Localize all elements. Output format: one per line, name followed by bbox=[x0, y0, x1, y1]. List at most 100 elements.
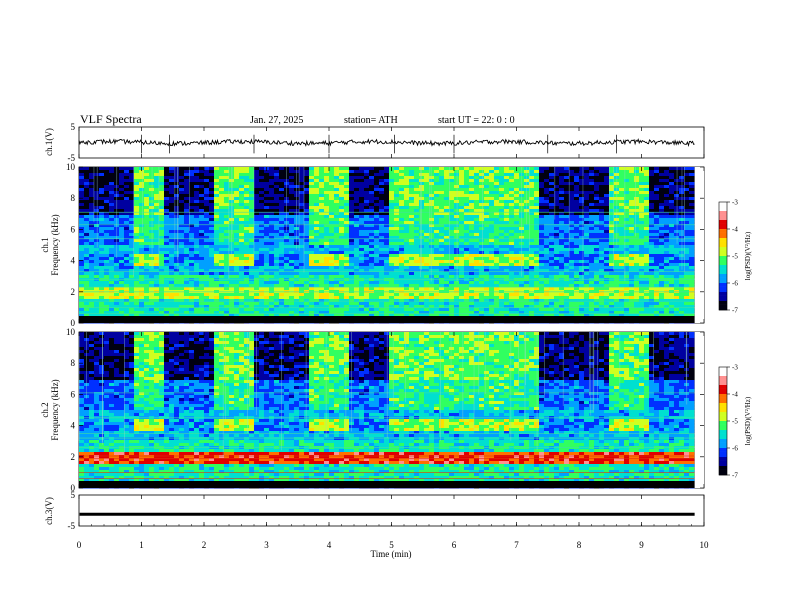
spec-cell bbox=[369, 185, 375, 189]
ch3-wave-frame bbox=[78, 494, 705, 527]
spec-cell bbox=[409, 284, 415, 288]
spec-cell bbox=[354, 266, 360, 270]
spec-cell bbox=[194, 224, 200, 228]
spec-cell bbox=[554, 260, 560, 264]
spec-cell bbox=[294, 257, 300, 261]
spec-cell bbox=[544, 263, 550, 267]
spec-cell bbox=[159, 281, 165, 285]
spec-cell bbox=[434, 302, 440, 306]
spec-cell bbox=[159, 179, 165, 183]
spec-cell bbox=[309, 296, 315, 300]
spec-cell bbox=[399, 197, 405, 201]
spec-cell bbox=[379, 272, 385, 276]
spec-cell bbox=[389, 272, 395, 276]
spec-cell bbox=[454, 227, 460, 231]
spec-cell bbox=[314, 209, 320, 213]
spec-cell bbox=[474, 308, 480, 312]
spec-cell bbox=[274, 212, 280, 216]
spec-cell bbox=[169, 167, 175, 171]
spec-cell bbox=[314, 242, 320, 246]
spec-cell bbox=[259, 251, 265, 255]
spec-cell bbox=[99, 239, 105, 243]
spec-cell bbox=[174, 281, 180, 285]
spec-cell bbox=[299, 287, 305, 291]
spec-cell bbox=[214, 260, 220, 264]
spec-cell bbox=[319, 254, 325, 258]
spec-cell bbox=[349, 272, 355, 276]
spec-cell bbox=[139, 221, 145, 225]
spec-cell bbox=[159, 242, 165, 246]
spec-cell bbox=[549, 176, 555, 180]
spec-cell bbox=[159, 218, 165, 222]
spec-cell bbox=[394, 302, 400, 306]
spec-cell bbox=[199, 170, 205, 174]
spec-cell bbox=[164, 299, 170, 303]
spec-cell bbox=[164, 260, 170, 264]
spec-cell bbox=[434, 248, 440, 252]
spec-cell bbox=[394, 227, 400, 231]
spec-cell bbox=[269, 299, 275, 303]
spec-cell bbox=[449, 185, 455, 189]
spec-cell bbox=[214, 194, 220, 198]
spec-cell bbox=[464, 242, 470, 246]
spec-cell bbox=[509, 311, 515, 315]
spec-cell bbox=[359, 182, 365, 186]
spec-cell bbox=[84, 236, 90, 240]
spec-cell bbox=[414, 248, 420, 252]
spec-cell bbox=[94, 233, 100, 237]
spec-cell bbox=[204, 191, 210, 195]
spec-cell bbox=[369, 296, 375, 300]
spec-cell bbox=[459, 272, 465, 276]
spec-cell bbox=[374, 233, 380, 237]
spec-cell bbox=[479, 263, 485, 267]
spec-cell bbox=[164, 242, 170, 246]
spec-cell bbox=[369, 293, 375, 297]
spec-cell bbox=[124, 212, 130, 216]
spec-cell bbox=[504, 221, 510, 225]
spec-cell bbox=[549, 173, 555, 177]
spec-cell bbox=[459, 197, 465, 201]
spec-cell bbox=[274, 191, 280, 195]
spec-cell bbox=[184, 215, 190, 219]
spec-cell bbox=[99, 170, 105, 174]
spec-cell bbox=[404, 281, 410, 285]
spec-cell bbox=[319, 236, 325, 240]
spec-cell bbox=[499, 284, 505, 288]
spec-cell bbox=[249, 272, 255, 276]
spec-cell bbox=[414, 206, 420, 210]
spec-cell bbox=[219, 179, 225, 183]
spec-cell bbox=[534, 305, 540, 309]
spec-cell bbox=[239, 182, 245, 186]
spec-cell bbox=[549, 281, 555, 285]
spec-cell bbox=[299, 227, 305, 231]
ch1-waveform-group bbox=[78, 134, 695, 154]
spec-cell bbox=[174, 203, 180, 207]
spec-cell bbox=[554, 257, 560, 261]
spec-cell bbox=[249, 176, 255, 180]
spec-cell bbox=[224, 275, 230, 279]
spec-cell bbox=[214, 257, 220, 261]
spec-cell bbox=[379, 179, 385, 183]
spec-cell bbox=[89, 245, 95, 249]
spec-cell bbox=[529, 215, 535, 219]
spec-cell bbox=[154, 170, 160, 174]
spec-cell bbox=[199, 281, 205, 285]
spec-cell bbox=[374, 242, 380, 246]
spec-cell bbox=[494, 254, 500, 258]
spec-cell bbox=[139, 227, 145, 231]
spec-cell bbox=[234, 176, 240, 180]
spec-cell bbox=[149, 221, 155, 225]
spec-cell bbox=[299, 239, 305, 243]
spec-cell bbox=[359, 296, 365, 300]
spec-cell bbox=[309, 287, 315, 291]
spec-cell bbox=[509, 269, 515, 273]
spec-cell bbox=[544, 302, 550, 306]
spec-cell bbox=[329, 182, 335, 186]
spec-cell bbox=[174, 212, 180, 216]
spec-cell bbox=[339, 176, 345, 180]
spec-cell bbox=[359, 167, 365, 171]
spec-cell bbox=[84, 206, 90, 210]
spec-cell bbox=[299, 176, 305, 180]
spec-cell bbox=[199, 299, 205, 303]
spec-cell bbox=[434, 272, 440, 276]
